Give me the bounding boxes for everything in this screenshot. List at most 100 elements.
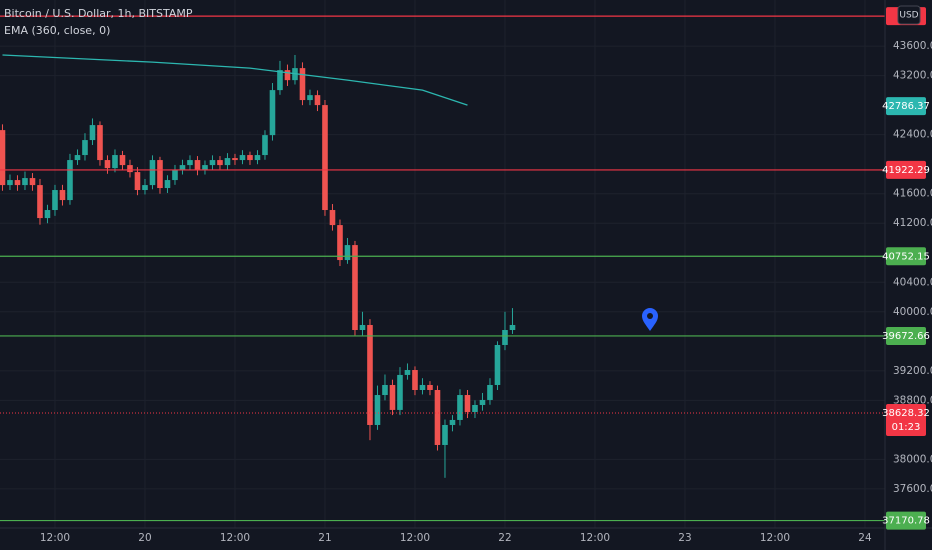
candle-body bbox=[164, 180, 171, 189]
y-tick-label: 40400.00 bbox=[893, 276, 932, 288]
candle-body bbox=[269, 90, 276, 136]
x-tick-label: 23 bbox=[678, 532, 691, 544]
x-tick-label: 12:00 bbox=[40, 532, 70, 544]
y-tick-label: 41600.00 bbox=[893, 188, 932, 200]
candle-body bbox=[382, 384, 388, 396]
level-label-box bbox=[886, 160, 926, 179]
candle-body bbox=[464, 395, 471, 412]
level-label-box bbox=[886, 326, 926, 345]
level-label-box bbox=[886, 247, 926, 266]
y-tick-label: 40000.00 bbox=[893, 306, 932, 318]
candle-body bbox=[449, 419, 456, 425]
candle-body bbox=[7, 180, 13, 186]
candle-body bbox=[322, 105, 328, 211]
candle-body bbox=[344, 245, 351, 261]
candle-body bbox=[112, 155, 118, 169]
candle-body bbox=[202, 165, 208, 171]
candle-body bbox=[29, 178, 36, 186]
candle-body bbox=[239, 155, 246, 161]
candle-body bbox=[172, 170, 178, 181]
x-tick-label: 20 bbox=[138, 532, 151, 544]
candle-body bbox=[389, 384, 396, 410]
candle-body bbox=[74, 155, 81, 161]
candle-body bbox=[352, 245, 358, 331]
candle-body bbox=[314, 95, 321, 106]
candle-body bbox=[472, 404, 478, 412]
candle-body bbox=[494, 344, 501, 385]
candle-body bbox=[397, 374, 403, 410]
x-tick-label: 24 bbox=[858, 532, 872, 544]
candle-body bbox=[427, 384, 433, 391]
candle-body bbox=[487, 384, 493, 400]
currency-label: USD bbox=[899, 11, 918, 21]
candle-body bbox=[509, 324, 516, 331]
candle-body bbox=[44, 210, 51, 219]
candle-body bbox=[217, 160, 223, 166]
candle-body bbox=[307, 95, 313, 101]
candle-body bbox=[262, 135, 268, 156]
candle-body bbox=[22, 178, 28, 186]
candle-body bbox=[0, 130, 6, 186]
candle-body bbox=[434, 390, 441, 445]
level-label: 41922.29 bbox=[882, 165, 930, 176]
y-tick-label: 42400.00 bbox=[893, 129, 932, 141]
y-tick-label: 38000.00 bbox=[893, 453, 932, 465]
candle-body bbox=[157, 160, 163, 189]
candle-body bbox=[149, 160, 156, 186]
y-tick-label: 39200.00 bbox=[893, 365, 932, 377]
ema-line bbox=[2, 54, 468, 106]
candle-body bbox=[277, 70, 283, 91]
currency-box bbox=[897, 5, 921, 25]
y-tick-label: 37600.00 bbox=[893, 483, 932, 495]
candle-body bbox=[127, 165, 133, 173]
last-price-box bbox=[886, 404, 926, 437]
x-tick-label: 22 bbox=[498, 532, 511, 544]
candle-body bbox=[67, 160, 73, 201]
candle-body bbox=[59, 190, 66, 201]
x-tick-label: 12:00 bbox=[580, 532, 610, 544]
candle-body bbox=[337, 225, 343, 261]
candle-body bbox=[119, 155, 126, 166]
candle-body bbox=[374, 395, 381, 425]
candle-body bbox=[14, 180, 21, 186]
candle-body bbox=[104, 160, 111, 169]
indicator-label: EMA (360, close, 0) bbox=[4, 24, 110, 37]
candle-body bbox=[299, 68, 306, 101]
alert-marker bbox=[642, 308, 658, 331]
candle-body bbox=[134, 172, 141, 191]
y-tick-label: 41200.00 bbox=[893, 217, 932, 229]
candle-body bbox=[194, 160, 201, 171]
x-tick-label: 12:00 bbox=[400, 532, 430, 544]
candle-body bbox=[97, 125, 103, 161]
candle-body bbox=[52, 190, 58, 211]
last-price-label: 38628.32 bbox=[882, 408, 930, 419]
candle-body bbox=[209, 160, 216, 166]
axes: 43600.00 43200.00 42400.00 41600.00 41200.00… bbox=[40, 5, 932, 544]
candle-body bbox=[247, 155, 253, 161]
candle-body bbox=[89, 125, 96, 141]
plot bbox=[0, 15, 885, 522]
candle-body bbox=[404, 370, 411, 375]
candle-body bbox=[224, 158, 231, 166]
y-tick-label: 43600.00 bbox=[893, 40, 932, 52]
candle-body bbox=[419, 384, 426, 391]
x-tick-label: 12:00 bbox=[760, 532, 790, 544]
y-tick-label: 38800.00 bbox=[893, 394, 932, 406]
x-tick-label: 21 bbox=[318, 532, 331, 544]
candle-body bbox=[442, 424, 448, 445]
candle-body bbox=[82, 140, 88, 156]
countdown-label: 01:23 bbox=[892, 422, 921, 433]
candle-body bbox=[367, 324, 373, 425]
ema-last-label: 42786.37 bbox=[882, 101, 930, 112]
candle-body bbox=[479, 399, 486, 405]
candle-body bbox=[254, 155, 261, 161]
x-tick-label: 12:00 bbox=[220, 532, 250, 544]
candle-body bbox=[37, 185, 43, 219]
candle-body bbox=[187, 160, 193, 166]
grid bbox=[0, 0, 885, 528]
level-label: 40752.15 bbox=[882, 251, 930, 262]
level-label-box bbox=[886, 511, 926, 530]
candle-body bbox=[232, 158, 238, 161]
chart-title: Bitcoin / U.S. Dollar, 1h, BITSTAMP bbox=[4, 7, 193, 20]
